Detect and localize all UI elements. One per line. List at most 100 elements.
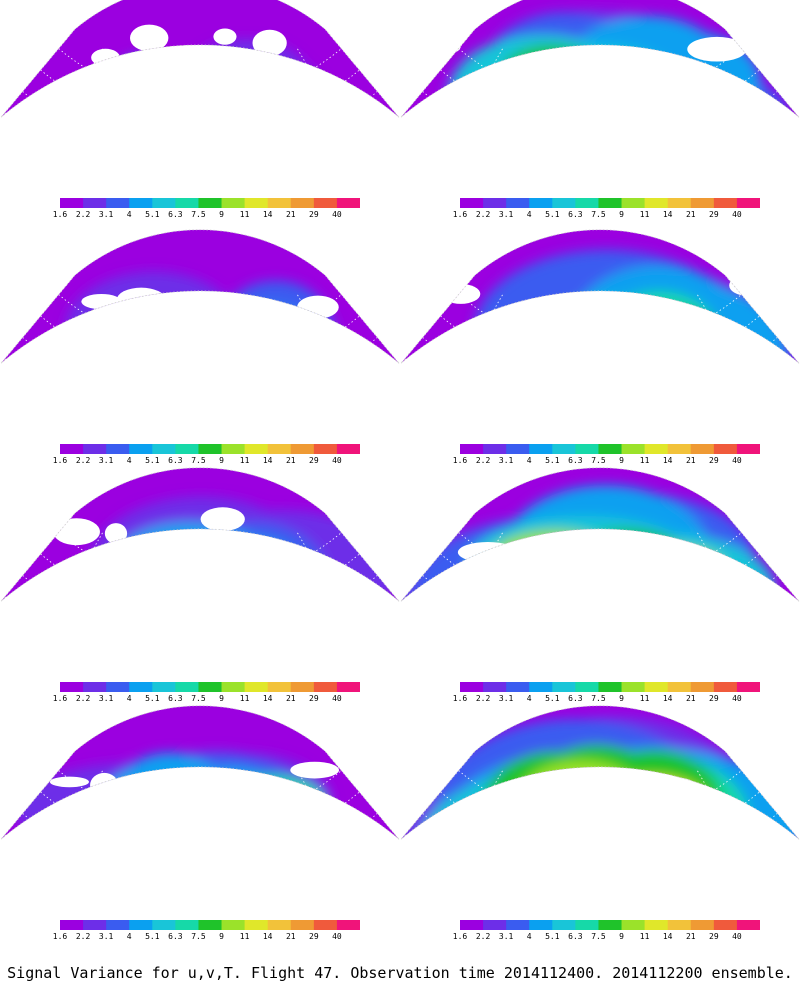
variance-contour (159, 303, 244, 364)
variance-contour (182, 338, 343, 364)
color-scale-label: 29 (709, 932, 719, 941)
color-scale-swatch (529, 444, 553, 454)
color-scale-label: 11 (639, 456, 650, 465)
variance-field (0, 0, 400, 118)
graticule-meridian (493, 309, 534, 364)
color-scale-swatch (713, 198, 738, 208)
color-scale-label: 3.1 (498, 932, 514, 941)
variance-contour (546, 112, 573, 118)
graticule-parallel (40, 553, 360, 602)
color-scale-label: 29 (709, 694, 719, 703)
color-scale-swatch (175, 444, 199, 454)
graticule-meridian (666, 63, 707, 118)
color-scale-swatch (60, 920, 84, 930)
variance-contour (558, 529, 698, 602)
color-scale-swatch (713, 444, 738, 454)
color-scale-swatch (175, 920, 199, 930)
color-scale-swatch (83, 444, 107, 454)
color-scale-swatch (529, 682, 553, 692)
color-scale-swatch (644, 198, 669, 208)
variance-contour (112, 55, 178, 102)
color-scale-swatch (644, 444, 669, 454)
color-scale-swatch (506, 444, 530, 454)
color-scale: 1.6 2.2 3.1 4 5.1 6.3 7.5 9 11 14 21 29 40 (40, 920, 360, 956)
variance-contour (624, 831, 701, 840)
variance-contour (499, 44, 685, 118)
variance-contour (167, 817, 350, 840)
variance-background (0, 467, 400, 602)
color-scale-label: 21 (285, 932, 296, 941)
color-scale-swatch (575, 682, 599, 692)
color-scale-label: 4 (126, 456, 132, 465)
masked-area (457, 542, 518, 563)
variance-contour (511, 69, 612, 118)
graticule-parallel (422, 813, 778, 840)
color-scale-swatch (483, 198, 507, 208)
variance-contour (526, 548, 714, 602)
variance-contour (559, 546, 737, 602)
map-boundary (400, 229, 800, 364)
variance-contour (618, 808, 715, 840)
variance-contour (498, 485, 713, 602)
color-scale-label: 14 (662, 456, 673, 465)
color-scale-swatch (198, 444, 223, 454)
color-scale-swatch (598, 920, 623, 930)
color-scale-label: 5.1 (545, 932, 560, 941)
panel-48h: 2014112400 + 48h 1.62.23.145.16.37.59111… (400, 0, 800, 246)
graticule-parallel (40, 791, 360, 840)
color-scale-swatch (690, 444, 715, 454)
variance-contour (485, 530, 624, 602)
graticule-meridian (233, 555, 255, 602)
color-scale-label: 21 (685, 210, 696, 219)
color-scale: 1.6 2.2 3.1 4 5.1 6.3 7.5 9 11 14 21 29 40 (440, 920, 760, 956)
variance-contour (514, 760, 650, 840)
color-scale-label: 3.1 (498, 456, 514, 465)
variance-contour (127, 355, 183, 364)
color-scale-swatch (290, 444, 315, 454)
color-scale-swatch (83, 920, 107, 930)
variance-contour (500, 539, 615, 602)
variance-contour (67, 340, 229, 364)
color-scale-label: 3.1 (498, 694, 514, 703)
color-scale-label: 14 (662, 932, 673, 941)
color-scale-label: 1.6 (452, 932, 468, 941)
graticule-meridian (545, 555, 567, 602)
graticule-meridian (493, 547, 534, 602)
variance-contour (602, 828, 658, 840)
color-scale-label: 40 (332, 210, 342, 219)
color-scale-label: 29 (309, 694, 319, 703)
color-scale-bar (460, 682, 760, 692)
variance-contour (474, 571, 637, 602)
variance-contour (617, 350, 642, 364)
color-scale-label: 14 (262, 694, 273, 703)
variance-contour (213, 95, 246, 111)
color-scale-label: 21 (685, 932, 696, 941)
variance-contour (231, 113, 263, 118)
color-scale-swatch (175, 682, 199, 692)
color-scale-label: 6.3 (168, 694, 183, 703)
variance-contour (486, 772, 748, 840)
color-scale-label: 2.2 (475, 210, 491, 219)
color-scale-label: 1.6 (452, 694, 468, 703)
graticule-meridian (493, 785, 534, 840)
color-scale-label: 14 (262, 210, 273, 219)
map-boundary (400, 0, 800, 118)
graticule-parallel (22, 337, 378, 364)
color-scale-swatch (552, 198, 576, 208)
color-scale-swatch (221, 920, 246, 930)
color-scale-labels: 1.6 2.2 3.1 4 5.1 6.3 7.5 9 11 14 21 29 40 (53, 932, 360, 942)
color-scale-swatch (60, 682, 84, 692)
color-scale-label: 3.1 (98, 932, 114, 941)
color-scale-swatch (313, 444, 338, 454)
variance-contour (192, 567, 306, 602)
color-scale-label: 14 (262, 932, 273, 941)
color-scale-label: 7.5 (191, 932, 206, 941)
variance-contour (507, 315, 676, 364)
variance-contour (147, 337, 178, 350)
color-scale-swatch (290, 920, 315, 930)
color-scale-swatch (244, 444, 269, 454)
color-scale-label: 6.3 (568, 694, 583, 703)
variance-background (400, 0, 800, 118)
variance-contour (611, 342, 719, 364)
color-scale-label: 40 (332, 932, 342, 941)
